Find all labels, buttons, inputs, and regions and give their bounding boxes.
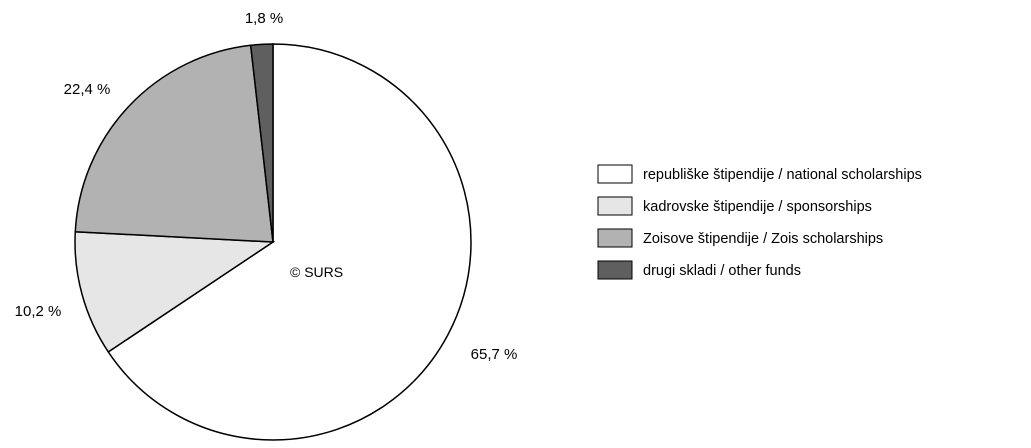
value-labels: 65,7 % 10,2 % 22,4 % 1,8 %: [15, 10, 518, 363]
legend-label-1: republiške štipendije / national scholar…: [643, 167, 922, 183]
legend-item-3: Zoisove štipendije / Zois scholarships: [597, 228, 883, 248]
legend-swatch-1: [597, 164, 633, 184]
value-label-2: 10,2 %: [15, 303, 62, 320]
pie-slice-1: [107, 43, 472, 441]
legend-swatch-2: [597, 196, 633, 216]
legend-swatch-3: [597, 228, 633, 248]
value-label-3: 22,4 %: [64, 81, 111, 98]
pie-slice-3: [74, 44, 274, 243]
legend-label-2: kadrovske štipendije / sponsorships: [643, 199, 872, 215]
pie-slice-4: [249, 43, 274, 243]
legend-item-4: drugi skladi / other funds: [597, 260, 801, 280]
legend: republiške štipendije / national scholar…: [597, 164, 922, 280]
pie-slices: [74, 43, 472, 441]
legend-item-2: kadrovske štipendije / sponsorships: [597, 196, 872, 216]
watermark-label: © SURS: [290, 264, 343, 280]
legend-swatch-4: [597, 260, 633, 280]
value-label-1: 65,7 %: [471, 346, 518, 363]
legend-label-4: drugi skladi / other funds: [643, 263, 801, 279]
legend-label-3: Zoisove štipendije / Zois scholarships: [643, 231, 883, 247]
value-label-4: 1,8 %: [245, 10, 283, 27]
pie-slice-2: [74, 230, 276, 353]
legend-item-1: republiške štipendije / national scholar…: [597, 164, 922, 184]
